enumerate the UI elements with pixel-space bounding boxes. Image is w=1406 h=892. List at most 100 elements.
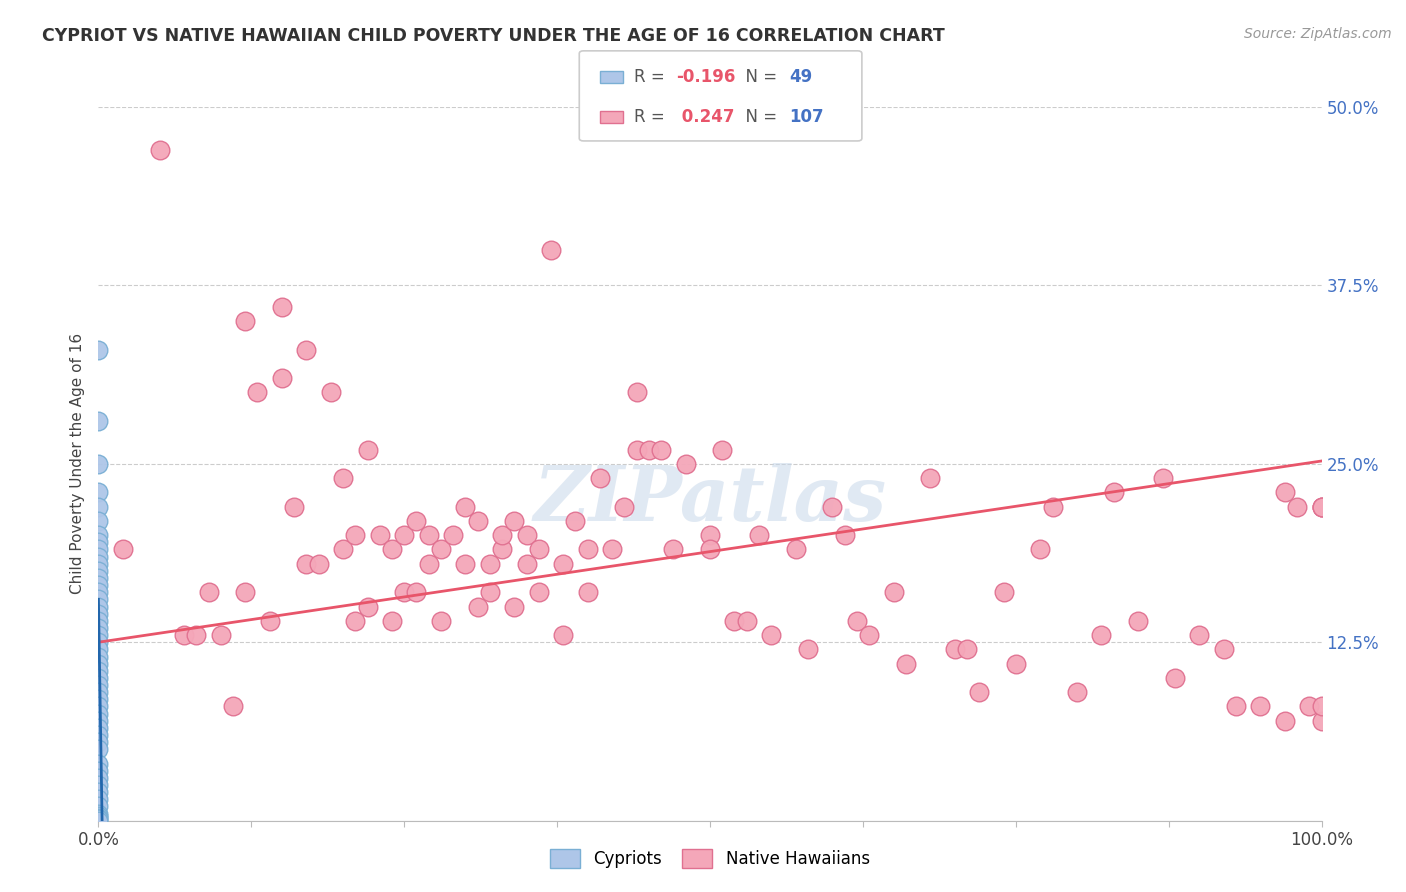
Point: [87, 607, 110, 621]
Point: [527, 542, 550, 557]
Point: [454, 500, 477, 514]
Text: N =: N =: [735, 69, 783, 87]
Point: [1310, 714, 1333, 728]
Point: [87, 806, 110, 821]
Point: [600, 542, 623, 557]
Point: [87, 692, 110, 706]
Point: [405, 585, 427, 599]
Point: [662, 542, 685, 557]
Point: [553, 628, 575, 642]
Point: [270, 371, 294, 385]
Point: [1164, 671, 1187, 685]
Point: [87, 457, 110, 471]
Point: [650, 442, 672, 457]
Point: [87, 649, 110, 664]
Point: [576, 585, 599, 599]
Point: [553, 557, 575, 571]
Point: [785, 542, 807, 557]
Point: [1066, 685, 1088, 699]
Point: [613, 500, 636, 514]
Point: [87, 414, 110, 428]
Point: [467, 599, 489, 614]
Point: [87, 785, 110, 799]
Point: [1286, 500, 1309, 514]
Point: [87, 814, 110, 828]
Point: [1090, 628, 1112, 642]
Point: [87, 514, 110, 528]
Point: [491, 528, 513, 542]
Point: [392, 585, 416, 599]
Point: [332, 471, 354, 485]
Text: Source: ZipAtlas.com: Source: ZipAtlas.com: [1244, 27, 1392, 41]
Point: [1274, 714, 1296, 728]
Point: [503, 514, 526, 528]
Point: [1212, 642, 1234, 657]
Point: [87, 642, 110, 657]
Point: [711, 442, 734, 457]
Point: [87, 578, 110, 592]
Point: [259, 614, 281, 628]
Point: [87, 343, 110, 357]
Point: [87, 811, 110, 825]
Point: [87, 557, 110, 571]
Point: [723, 614, 745, 628]
Point: [540, 243, 562, 257]
Point: [87, 500, 110, 514]
Point: [87, 535, 110, 549]
Point: [87, 699, 110, 714]
Point: [173, 628, 195, 642]
Point: [478, 557, 501, 571]
Point: [626, 442, 648, 457]
Point: [418, 528, 440, 542]
Point: [111, 542, 134, 557]
Point: [1298, 699, 1320, 714]
Point: [87, 564, 110, 578]
Point: [87, 812, 110, 826]
Point: [894, 657, 917, 671]
Point: [735, 614, 758, 628]
Point: [699, 542, 721, 557]
Point: [920, 471, 942, 485]
Point: [87, 706, 110, 721]
Point: [576, 542, 599, 557]
Point: [87, 614, 110, 628]
Point: [845, 614, 868, 628]
Point: [430, 542, 453, 557]
Text: N =: N =: [735, 108, 783, 126]
Point: [149, 143, 172, 157]
Point: [1249, 699, 1271, 714]
Point: [87, 571, 110, 585]
Point: [344, 528, 367, 542]
Point: [381, 614, 404, 628]
Point: [209, 628, 232, 642]
Text: -0.196: -0.196: [676, 69, 735, 87]
Point: [392, 528, 416, 542]
Point: [233, 585, 256, 599]
Point: [699, 528, 721, 542]
Text: R =: R =: [634, 108, 671, 126]
Point: [589, 471, 612, 485]
Point: [87, 592, 110, 607]
Legend: Cypriots, Native Hawaiians: Cypriots, Native Hawaiians: [541, 840, 879, 877]
Point: [295, 343, 318, 357]
Point: [1029, 542, 1052, 557]
Point: [87, 809, 110, 823]
Point: [295, 557, 318, 571]
Point: [748, 528, 770, 542]
Point: [87, 628, 110, 642]
Point: [87, 678, 110, 692]
Point: [87, 792, 110, 806]
Point: [430, 614, 453, 628]
Point: [834, 528, 856, 542]
Point: [527, 585, 550, 599]
Point: [956, 642, 979, 657]
Point: [87, 728, 110, 742]
Point: [515, 528, 537, 542]
Point: [87, 664, 110, 678]
Point: [87, 771, 110, 785]
Point: [233, 314, 256, 328]
Point: [319, 385, 342, 400]
Point: [368, 528, 391, 542]
Y-axis label: Child Poverty Under the Age of 16: Child Poverty Under the Age of 16: [70, 334, 86, 594]
Text: CYPRIOT VS NATIVE HAWAIIAN CHILD POVERTY UNDER THE AGE OF 16 CORRELATION CHART: CYPRIOT VS NATIVE HAWAIIAN CHILD POVERTY…: [42, 27, 945, 45]
